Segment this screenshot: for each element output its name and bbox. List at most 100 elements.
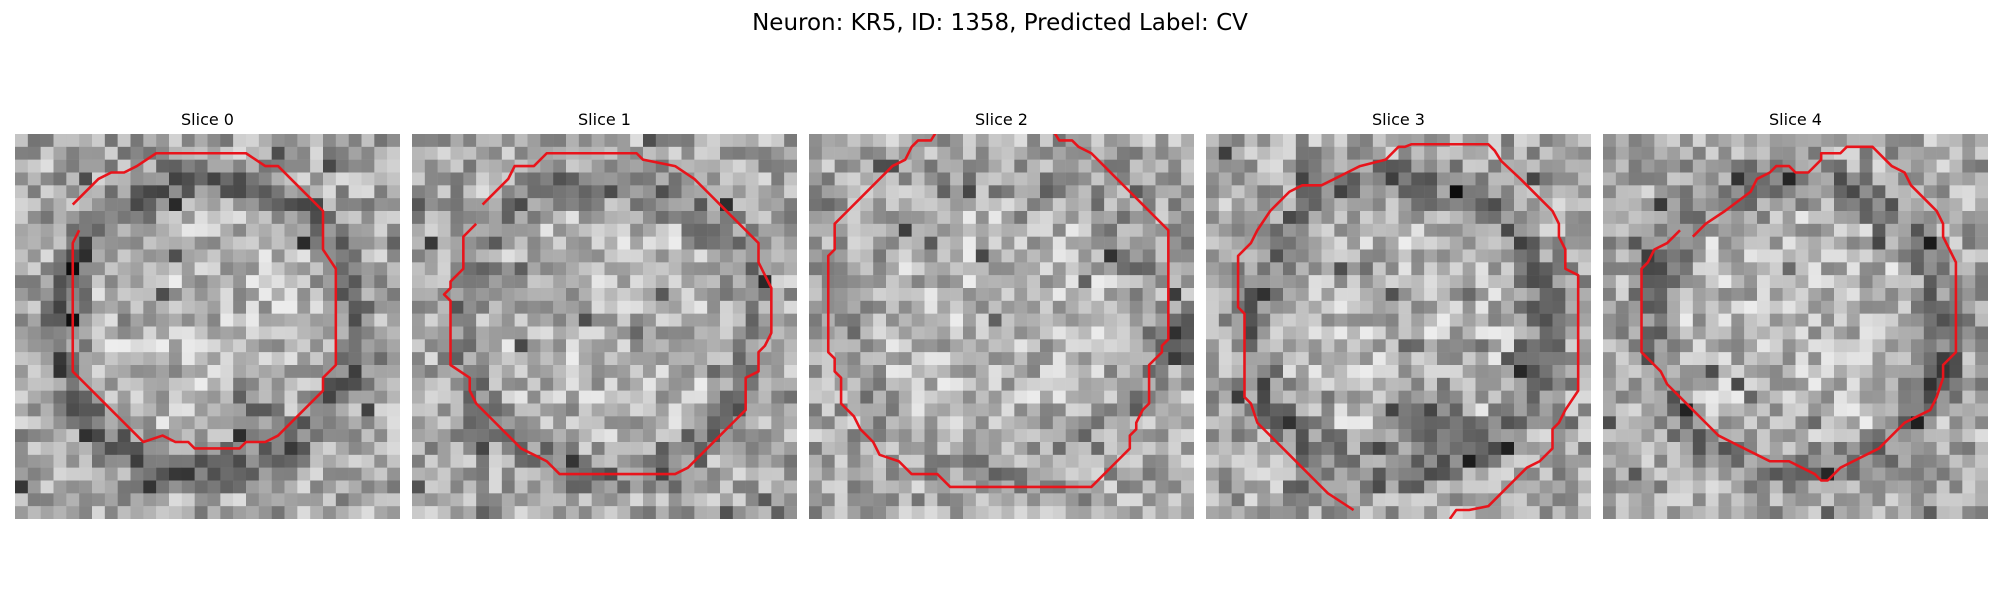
pixel (117, 454, 131, 468)
pixel (1168, 300, 1182, 314)
pixel (387, 134, 400, 148)
pixel (40, 352, 54, 366)
pixel (387, 339, 400, 353)
pixel (1001, 506, 1015, 519)
pixel (66, 172, 80, 186)
pixel (79, 262, 93, 276)
pixel (668, 198, 682, 212)
pixel (1744, 211, 1758, 225)
pixel (553, 403, 567, 417)
pixel (924, 454, 938, 468)
pixel (1821, 172, 1835, 186)
pixel (1244, 326, 1258, 340)
pixel (1385, 198, 1399, 212)
pixel (92, 352, 106, 366)
pixel (950, 223, 964, 237)
pixel (732, 262, 746, 276)
pixel (655, 211, 669, 225)
pixel (194, 365, 208, 379)
pixel (886, 172, 900, 186)
pixel (1449, 146, 1463, 160)
pixel (1514, 211, 1528, 225)
pixel (1257, 288, 1271, 302)
pixel (27, 326, 41, 340)
pixel (297, 146, 311, 160)
pixel (66, 211, 80, 225)
pixel (40, 506, 54, 519)
pixel (207, 223, 221, 237)
pixel (873, 442, 887, 456)
pixel (1603, 223, 1617, 237)
pixel (1565, 134, 1579, 148)
pixel (924, 300, 938, 314)
pixel (745, 198, 759, 212)
pixel (1462, 146, 1476, 160)
pixel (1218, 275, 1232, 289)
pixel (1155, 198, 1169, 212)
pixel (1488, 211, 1502, 225)
pixel (437, 275, 451, 289)
pixel (1578, 429, 1591, 443)
pixel (809, 262, 823, 276)
pixel (335, 429, 349, 443)
pixel (412, 429, 426, 443)
pixel (40, 442, 54, 456)
pixel (1462, 275, 1476, 289)
pixel (1731, 159, 1745, 173)
pixel (169, 172, 183, 186)
pixel (745, 377, 759, 391)
pixel (1475, 416, 1489, 430)
pixel (348, 300, 362, 314)
pixel (412, 390, 426, 404)
pixel (1411, 326, 1425, 340)
pixel (694, 313, 708, 327)
pixel (79, 467, 93, 481)
pixel (847, 288, 861, 302)
pixel (181, 403, 195, 417)
pixel (1514, 262, 1528, 276)
pixel (1834, 506, 1848, 519)
pixel (1424, 326, 1438, 340)
pixel (1385, 467, 1399, 481)
pixel (527, 211, 541, 225)
pixel (130, 442, 144, 456)
pixel (310, 262, 324, 276)
pixel (1091, 223, 1105, 237)
pixel (1155, 223, 1169, 237)
pixel (374, 288, 388, 302)
pixel (1680, 288, 1694, 302)
pixel (847, 442, 861, 456)
slice-image (1603, 134, 1988, 519)
pixel (1168, 275, 1182, 289)
pixel (988, 262, 1002, 276)
pixel (617, 493, 631, 507)
pixel (501, 288, 515, 302)
pixel (1782, 262, 1796, 276)
pixel (668, 275, 682, 289)
pixel (643, 326, 657, 340)
pixel (1257, 249, 1271, 263)
pixel (1014, 172, 1028, 186)
pixel (1731, 275, 1745, 289)
pixel (1923, 339, 1937, 353)
pixel (310, 146, 324, 160)
pixel (1615, 275, 1629, 289)
pixel (1218, 326, 1232, 340)
pixel (1155, 442, 1169, 456)
pixel (92, 403, 106, 417)
pixel (1360, 198, 1374, 212)
pixel (1385, 454, 1399, 468)
pixel (246, 275, 260, 289)
pixel (1270, 172, 1284, 186)
pixel (1565, 365, 1579, 379)
pixel (1603, 377, 1617, 391)
pixel (104, 134, 118, 148)
pixel (437, 365, 451, 379)
pixel (1052, 288, 1066, 302)
pixel (591, 326, 605, 340)
pixel (873, 262, 887, 276)
pixel (1488, 134, 1502, 148)
pixel (860, 403, 874, 417)
pixel (1360, 480, 1374, 494)
pixel (911, 339, 925, 353)
